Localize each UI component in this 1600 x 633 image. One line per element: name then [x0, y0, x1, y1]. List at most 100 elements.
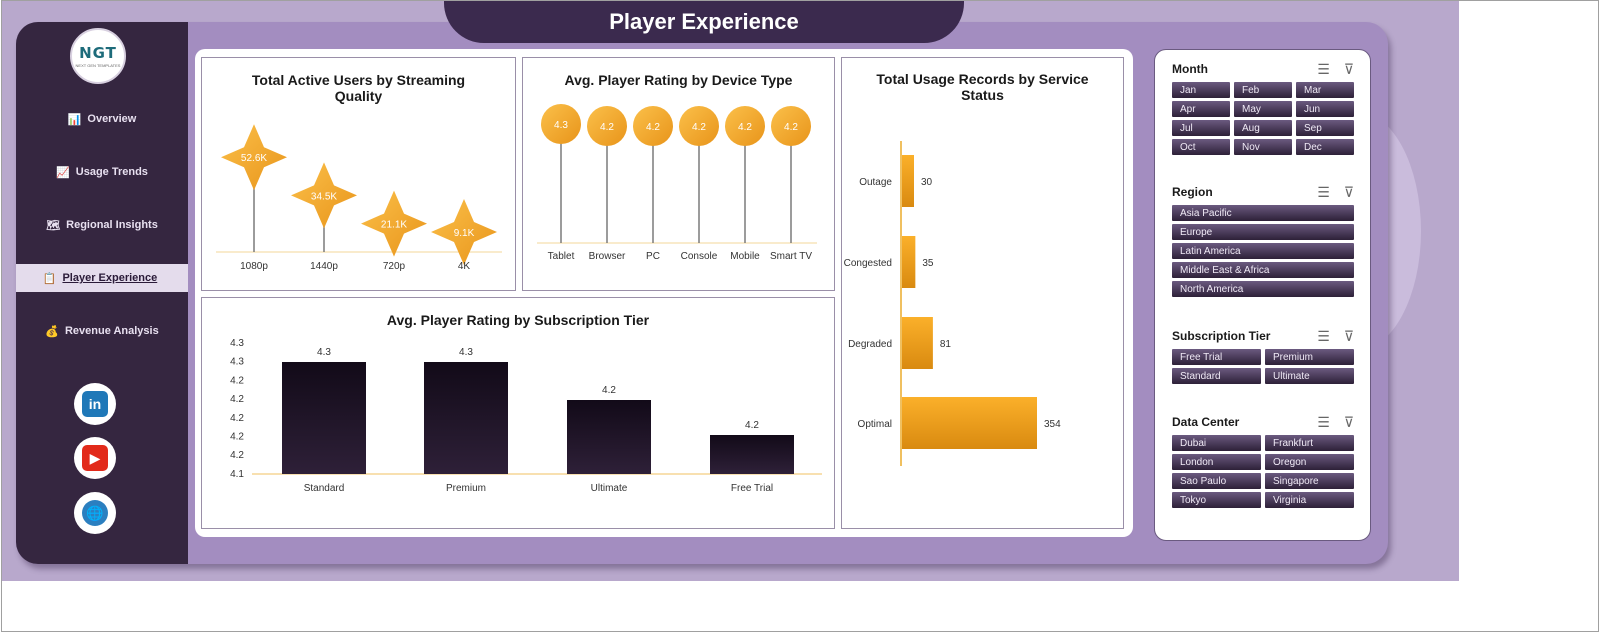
filter-chip-dubai[interactable]: Dubai — [1172, 435, 1261, 451]
filter-chip-may[interactable]: May — [1234, 101, 1292, 117]
circle-marker — [541, 104, 581, 144]
sidebar-item-label: Overview — [87, 113, 137, 125]
filter-subscription-tier: Subscription Tier ☰ ⊽ Free Trial Premium St… — [1172, 327, 1354, 384]
filter-chip-aug[interactable]: Aug — [1234, 120, 1292, 136]
clear-filter-icon[interactable]: ⊽ — [1343, 183, 1354, 200]
device-type-chart[interactable]: Avg. Player Rating by Device Type 4.3 Tab… — [522, 57, 835, 291]
filter-chip-tokyo[interactable]: Tokyo — [1172, 492, 1261, 508]
filter-chip-mar[interactable]: Mar — [1296, 82, 1354, 98]
filter-chip-middle-east-africa[interactable]: Middle East & Africa — [1172, 262, 1354, 278]
data-label: 21.1K — [381, 220, 407, 231]
clear-filter-icon[interactable]: ⊽ — [1343, 413, 1354, 430]
filter-chip-jan[interactable]: Jan — [1172, 82, 1230, 98]
filter-title: Subscription Tier — [1172, 329, 1271, 343]
filter-chip-europe[interactable]: Europe — [1172, 224, 1354, 240]
x-tick-label: Free Trial — [731, 483, 773, 494]
filter-title: Data Center — [1172, 415, 1240, 429]
x-tick-label: Ultimate — [591, 483, 628, 494]
filter-chip-free-trial[interactable]: Free Trial — [1172, 349, 1261, 365]
x-tick-label: 1080p — [240, 261, 268, 272]
filter-chip-ultimate[interactable]: Ultimate — [1265, 368, 1354, 384]
sidebar-item-overview[interactable]: 📊 Overview — [16, 105, 188, 133]
filter-chip-sao-paulo[interactable]: Sao Paulo — [1172, 473, 1261, 489]
filter-chip-frankfurt[interactable]: Frankfurt — [1265, 435, 1354, 451]
bar — [902, 155, 914, 207]
sidebar-item-regional-insights[interactable]: 🗺 Regional Insights — [16, 211, 188, 239]
youtube-icon: ▶ — [82, 445, 108, 471]
service-status-plot: 30 Outage 35 Congested 81 Degraded 354 Optimal — [844, 141, 1061, 466]
multi-select-icon[interactable]: ☰ — [1317, 327, 1330, 344]
data-label: 35 — [922, 258, 934, 269]
x-tick-label: Mobile — [730, 251, 760, 262]
data-label: 4.2 — [646, 122, 660, 133]
y-tick-label: Outage — [859, 177, 892, 188]
streaming-quality-chart[interactable]: Total Active Users by Streaming Quality … — [201, 57, 516, 291]
chart-icon: 📊 — [67, 113, 82, 126]
clear-filter-icon[interactable]: ⊽ — [1343, 60, 1354, 77]
x-tick-label: 720p — [383, 261, 406, 272]
logo[interactable]: NGT NEXT GEN TEMPLATES — [70, 28, 126, 84]
filter-chip-nov[interactable]: Nov — [1234, 139, 1292, 155]
service-status-chart[interactable]: Total Usage Records by Service Status 30… — [841, 57, 1124, 529]
star-marker — [221, 124, 287, 191]
multi-select-icon[interactable]: ☰ — [1317, 60, 1330, 77]
subscription-tier-chart[interactable]: Avg. Player Rating by Subscription Tier … — [201, 297, 835, 529]
filter-chip-oct[interactable]: Oct — [1172, 139, 1230, 155]
circle-marker — [725, 106, 765, 146]
filter-chips: Free Trial Premium Standard Ultimate — [1172, 349, 1354, 384]
chart-title: Total Active Users by Streaming Quality — [251, 72, 466, 104]
y-tick-label: 4.2 — [230, 432, 244, 443]
filter-chip-latin-america[interactable]: Latin America — [1172, 243, 1354, 259]
filter-chip-singapore[interactable]: Singapore — [1265, 473, 1354, 489]
x-tick-label: Smart TV — [770, 251, 812, 262]
sidebar-item-player-experience[interactable]: 📋 Player Experience — [16, 264, 188, 292]
sidebar-item-label: Regional Insights — [66, 219, 158, 231]
filter-chip-asia-pacific[interactable]: Asia Pacific — [1172, 205, 1354, 221]
website-button[interactable]: 🌐 — [74, 492, 116, 534]
globe-icon: 🌐 — [82, 500, 108, 526]
filter-chip-jun[interactable]: Jun — [1296, 101, 1354, 117]
youtube-button[interactable]: ▶ — [74, 437, 116, 479]
filter-chip-oregon[interactable]: Oregon — [1265, 454, 1354, 470]
multi-select-icon[interactable]: ☰ — [1317, 413, 1330, 430]
filter-chip-dec[interactable]: Dec — [1296, 139, 1354, 155]
filter-data-center: Data Center ☰ ⊽ Dubai Frankfurt London Orego… — [1172, 413, 1354, 508]
bar — [902, 236, 916, 288]
trend-icon: 📈 — [56, 166, 70, 179]
sidebar-item-usage-trends[interactable]: 📈 Usage Trends — [16, 158, 188, 186]
circle-marker — [679, 106, 719, 146]
linkedin-button[interactable]: in — [74, 383, 116, 425]
filter-chip-apr[interactable]: Apr — [1172, 101, 1230, 117]
filter-chip-premium[interactable]: Premium — [1265, 349, 1354, 365]
data-label: 4.2 — [784, 122, 798, 133]
filter-chip-north-america[interactable]: North America — [1172, 281, 1354, 297]
x-tick-label: Premium — [446, 483, 486, 494]
map-icon: 🗺 — [46, 219, 61, 232]
filter-chip-feb[interactable]: Feb — [1234, 82, 1292, 98]
data-label: 4.3 — [317, 347, 331, 358]
filter-chip-london[interactable]: London — [1172, 454, 1261, 470]
page-title: Player Experience — [444, 1, 964, 43]
data-label: 4.2 — [600, 122, 614, 133]
x-tick-label: Browser — [589, 251, 626, 262]
y-tick-label: 4.3 — [230, 357, 244, 368]
data-label: 52.6K — [241, 153, 267, 164]
data-label: 4.2 — [602, 385, 616, 396]
data-label: 4.3 — [459, 347, 473, 358]
filter-chip-standard[interactable]: Standard — [1172, 368, 1261, 384]
sidebar-item-revenue-analysis[interactable]: 💰 Revenue Analysis — [16, 317, 188, 345]
data-label: 9.1K — [454, 228, 475, 239]
x-tick-label: Standard — [304, 483, 345, 494]
linkedin-icon: in — [82, 391, 108, 417]
filter-chip-virginia[interactable]: Virginia — [1265, 492, 1354, 508]
bar — [424, 362, 508, 474]
star-marker — [431, 199, 497, 265]
bar — [710, 435, 794, 474]
filter-region: Region ☰ ⊽ Asia Pacific Europe Latin Americ… — [1172, 183, 1354, 297]
multi-select-icon[interactable]: ☰ — [1317, 183, 1330, 200]
money-bag-icon: 💰 — [45, 325, 59, 338]
filter-chip-sep[interactable]: Sep — [1296, 120, 1354, 136]
clear-filter-icon[interactable]: ⊽ — [1343, 327, 1354, 344]
sidebar: NGT NEXT GEN TEMPLATES 📊 Overview 📈 Usag… — [16, 22, 188, 564]
filter-chip-jul[interactable]: Jul — [1172, 120, 1230, 136]
